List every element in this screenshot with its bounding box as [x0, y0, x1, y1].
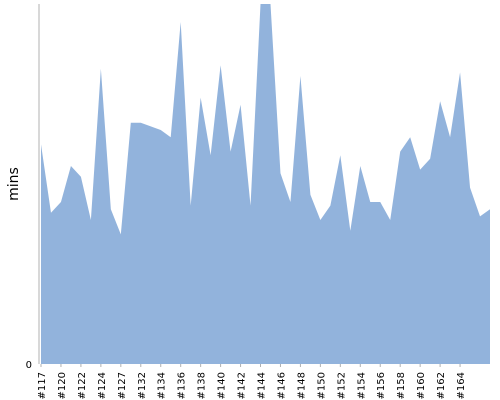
- data-point: [438, 99, 442, 103]
- data-point: [89, 218, 93, 222]
- data-point: [488, 207, 492, 211]
- x-tick-label: #162: [436, 372, 447, 399]
- data-point: [219, 63, 223, 67]
- x-tick-label: #144: [257, 372, 268, 399]
- data-point: [259, 2, 263, 6]
- x-axis-ticks: #117 #120 #122 #124 #127 #132 #134 #136 #138 #140…: [37, 364, 467, 399]
- data-point: [39, 142, 43, 146]
- data-point: [139, 121, 143, 125]
- x-tick-label: #154: [356, 372, 367, 399]
- data-point: [278, 171, 282, 175]
- y-tick-label: 0: [26, 360, 32, 371]
- x-tick-label: #142: [237, 372, 248, 399]
- x-tick-label: #152: [336, 372, 347, 399]
- data-point: [129, 121, 133, 125]
- x-tick-label: #122: [77, 372, 88, 399]
- x-tick-label: #127: [117, 372, 128, 399]
- area-series: [41, 4, 490, 364]
- data-point: [99, 67, 103, 71]
- data-point: [428, 157, 432, 161]
- y-axis-title: mins: [6, 167, 22, 201]
- data-point: [348, 229, 352, 233]
- x-tick-label: #164: [456, 372, 467, 399]
- data-point: [448, 135, 452, 139]
- plot-area: [39, 2, 492, 364]
- data-point: [298, 74, 302, 78]
- data-point: [468, 186, 472, 190]
- y-axis-ticks: 0: [26, 360, 32, 371]
- data-point: [169, 135, 173, 139]
- x-tick-label: #140: [217, 372, 228, 399]
- x-tick-label: #134: [157, 372, 168, 399]
- data-point: [288, 200, 292, 204]
- x-tick-label: #146: [276, 372, 287, 399]
- data-point: [478, 214, 482, 218]
- data-point: [398, 150, 402, 154]
- data-point: [49, 211, 53, 215]
- data-point: [109, 207, 113, 211]
- x-tick-label: #138: [197, 372, 208, 399]
- x-tick-label: #158: [396, 372, 407, 399]
- x-tick-label: #124: [97, 372, 108, 399]
- data-point: [69, 164, 73, 168]
- data-point: [268, 2, 272, 6]
- data-point: [209, 153, 213, 157]
- x-tick-label: #136: [177, 372, 188, 399]
- x-tick-label: #117: [37, 372, 48, 399]
- x-tick-label: #148: [296, 372, 307, 399]
- data-point: [189, 204, 193, 208]
- data-point: [229, 150, 233, 154]
- data-point: [338, 153, 342, 157]
- data-point: [358, 164, 362, 168]
- data-point: [199, 96, 203, 100]
- data-point: [408, 135, 412, 139]
- data-point: [79, 175, 83, 179]
- data-point: [378, 200, 382, 204]
- data-point: [239, 103, 243, 107]
- x-tick-label: #132: [137, 372, 148, 399]
- data-point: [328, 204, 332, 208]
- data-point: [418, 168, 422, 172]
- x-tick-label: #160: [416, 372, 427, 399]
- data-point: [119, 232, 123, 236]
- data-point: [179, 20, 183, 24]
- data-point: [388, 218, 392, 222]
- data-point: [149, 124, 153, 128]
- x-tick-label: #150: [316, 372, 327, 399]
- data-point: [159, 128, 163, 132]
- data-point: [318, 218, 322, 222]
- data-point: [59, 200, 63, 204]
- x-tick-label: #120: [57, 372, 68, 399]
- x-tick-label: #156: [376, 372, 387, 399]
- data-point: [249, 204, 253, 208]
- data-point: [308, 193, 312, 197]
- data-point: [368, 200, 372, 204]
- data-point: [458, 70, 462, 74]
